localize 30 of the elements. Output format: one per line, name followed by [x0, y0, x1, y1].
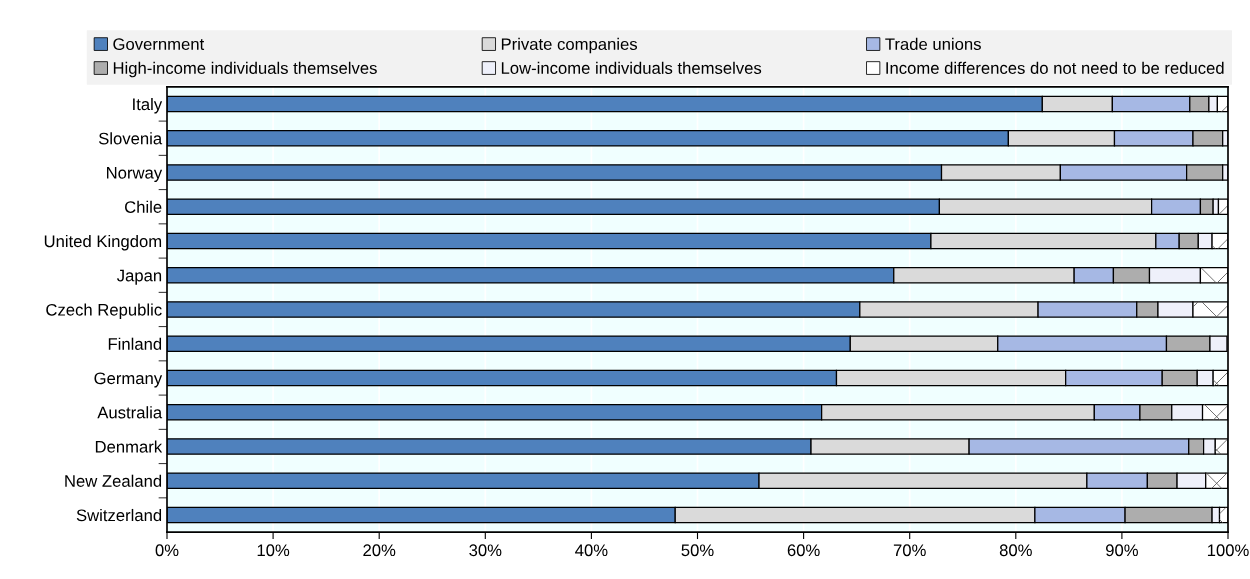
y-tick-label: Switzerland — [76, 508, 162, 522]
x-tick-label: 90% — [1106, 544, 1138, 557]
x-tick-label: 30% — [469, 544, 502, 557]
y-tick-label: New Zealand — [65, 474, 162, 487]
y-tick-label: Norway — [107, 167, 163, 182]
x-tick-label: 50% — [681, 544, 714, 557]
y-tick-label: Italy — [133, 97, 163, 114]
y-tick-label: Chile — [125, 200, 162, 213]
y-tick-label: Germany — [94, 372, 163, 388]
legend-label: Trade unions — [885, 37, 981, 51]
y-tick-label: United Kingdom — [44, 234, 162, 251]
legend-label: Private companies — [501, 37, 638, 54]
y-tick-label: Japan — [116, 269, 162, 285]
legend-label: Low-income individuals themselves — [501, 61, 762, 74]
x-tick-label: 40% — [575, 544, 608, 557]
legend-label: Income differences do not need to be reduced — [886, 61, 1224, 74]
x-tick-label: 70% — [893, 544, 926, 557]
x-tick-label: 100% — [1207, 544, 1249, 557]
legend-label: Government — [113, 38, 205, 51]
legend-label: High-income individuals themselves — [113, 61, 377, 78]
x-tick-label: 60% — [787, 544, 820, 557]
y-tick-label: Finland — [108, 337, 162, 350]
x-tick-label: 20% — [363, 544, 396, 557]
x-tick-label: 10% — [257, 544, 290, 557]
y-tick-label: Czech Republic — [46, 303, 162, 319]
y-tick-label: Slovenia — [98, 132, 163, 145]
x-tick-label: 0% — [155, 544, 179, 557]
y-tick-label: Denmark — [95, 440, 163, 453]
x-tick-label: 80% — [999, 544, 1032, 557]
y-tick-label: Australia — [97, 406, 163, 419]
